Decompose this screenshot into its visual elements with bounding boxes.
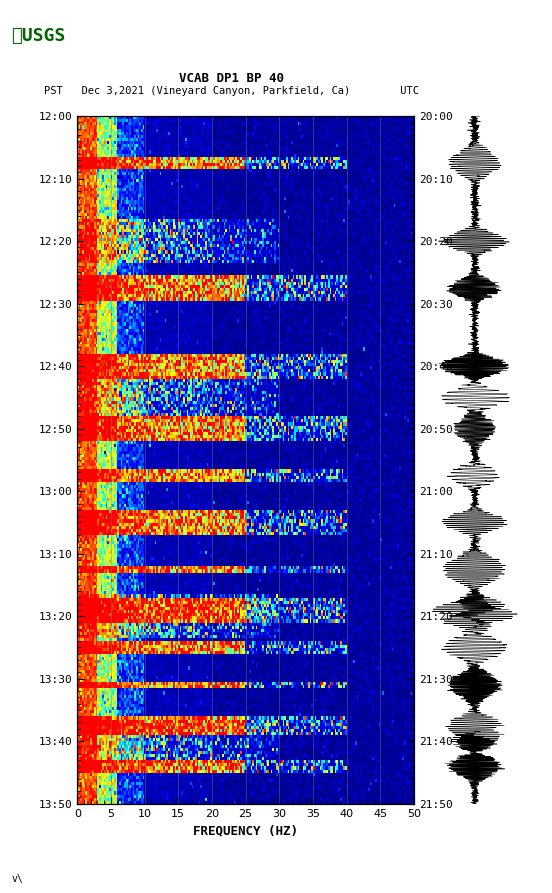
X-axis label: FREQUENCY (HZ): FREQUENCY (HZ) [193,824,298,837]
Text: PST   Dec 3,2021 (Vineyard Canyon, Parkfield, Ca)        UTC: PST Dec 3,2021 (Vineyard Canyon, Parkfie… [44,87,420,96]
Text: v\: v\ [11,874,23,884]
Text: VCAB DP1 BP 40: VCAB DP1 BP 40 [179,71,284,85]
Text: ⊿USGS: ⊿USGS [11,27,66,45]
